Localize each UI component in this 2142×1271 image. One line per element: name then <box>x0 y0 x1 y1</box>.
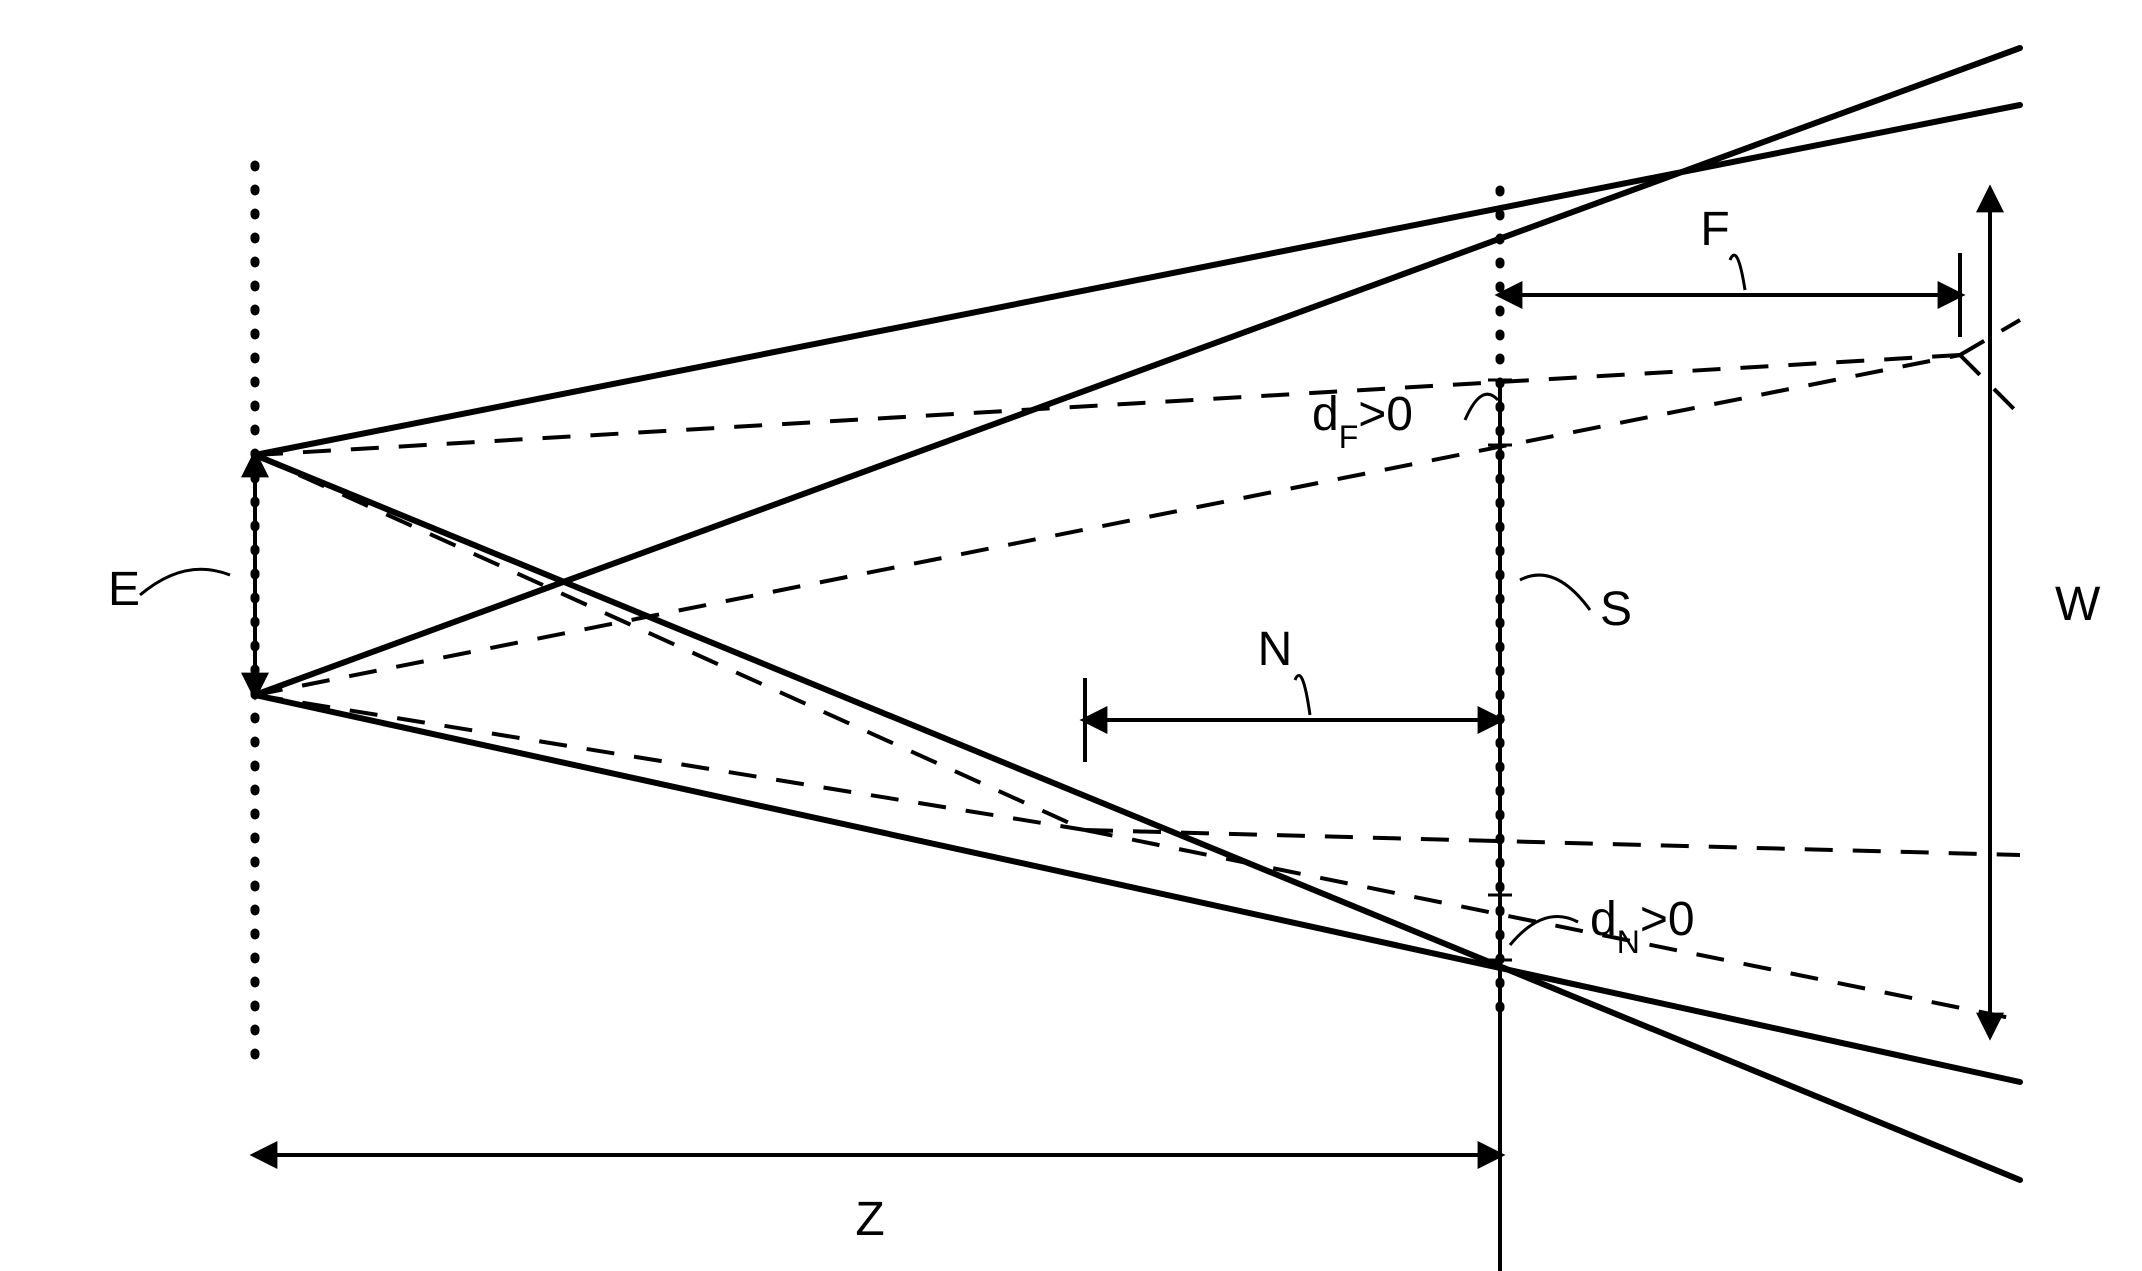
dash-lower-from-top <box>255 455 1085 830</box>
label-Z: Z <box>855 1193 884 1246</box>
ray-lower-shallow <box>255 695 2020 1082</box>
dash-lower-cont-bot <box>1085 830 2020 1020</box>
ray-lower-steep <box>255 455 2020 1180</box>
leader-E <box>140 569 230 595</box>
label-dN: dN>0 <box>1590 893 1695 960</box>
label-E: E <box>108 563 140 616</box>
dash-lower-from-bot <box>255 695 1085 830</box>
leader-N <box>1295 675 1310 715</box>
leader-F <box>1730 255 1745 290</box>
label-W: W <box>2055 578 2101 631</box>
label-N: N <box>1258 623 1293 676</box>
label-dF: dF>0 <box>1312 388 1413 455</box>
label-S: S <box>1600 583 1632 636</box>
ray-upper-steep <box>255 48 2020 695</box>
leader-S <box>1520 575 1590 610</box>
leader-dN <box>1510 917 1578 945</box>
label-F: F <box>1700 203 1729 256</box>
leader-dF <box>1465 394 1498 420</box>
